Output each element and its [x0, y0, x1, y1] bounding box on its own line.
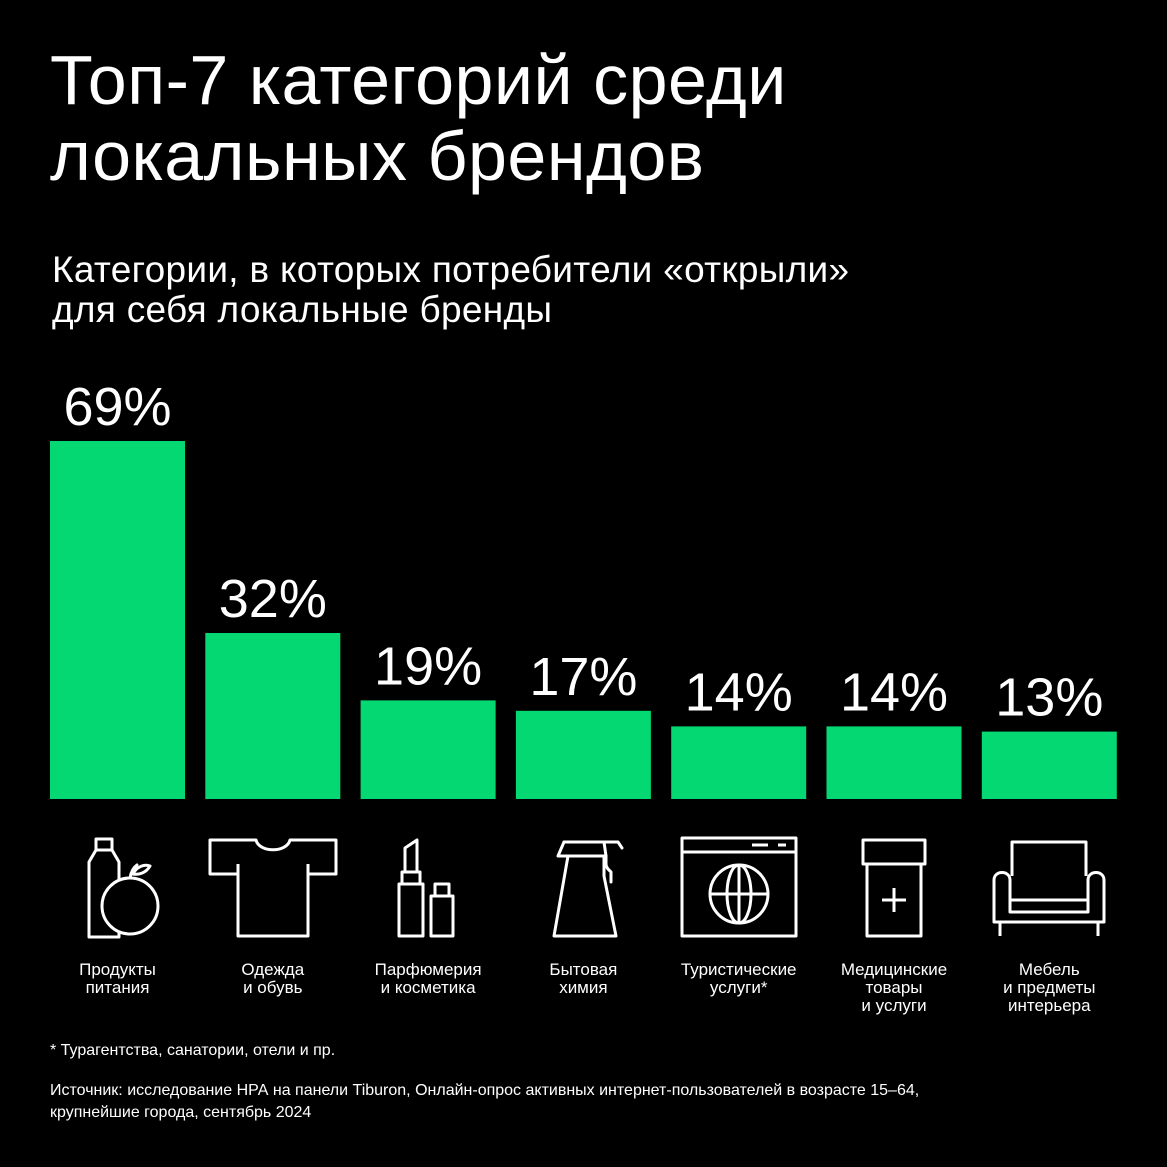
category-label-line: питания [85, 978, 150, 997]
category-label-7: Мебель и предметы интерьера [971, 961, 1127, 1015]
category-label-line: Мебель [1018, 960, 1080, 979]
category-label-line: интерьера [1007, 996, 1091, 1015]
category-label-line: Парфюмерия [374, 960, 482, 979]
category-label-line: Одежда [241, 960, 305, 979]
category-label-line: и услуги [861, 996, 927, 1015]
value-label-4: 17% [529, 647, 637, 707]
category-label-line: Продукты [79, 960, 156, 979]
spray-bottle-icon [518, 836, 648, 940]
armchair-icon [984, 836, 1114, 940]
bar-5 [671, 726, 807, 799]
category-label-line: и косметика [380, 978, 476, 997]
value-label-7: 13% [995, 668, 1103, 728]
value-label-2: 32% [219, 569, 327, 629]
source-line-1: Источник: исследование НРА на панели Tib… [50, 1082, 920, 1099]
footnote: * Турагентства, санатории, отели и пр. [50, 1042, 336, 1059]
category-label-line: Медицинские [840, 960, 948, 979]
bar-7 [981, 731, 1117, 799]
category-label-3: Парфюмерия и косметика [350, 961, 506, 997]
subtitle-line-2: для себя локальные бренды [52, 289, 553, 330]
bar-1 [50, 441, 185, 799]
value-label-3: 19% [374, 636, 482, 696]
category-label-line: товары [865, 978, 923, 997]
category-label-line: и обувь [243, 978, 303, 997]
title-line-2: локальных брендов [50, 117, 705, 195]
category-label-line: Бытовая [549, 960, 618, 979]
bar-6 [826, 726, 962, 799]
medicine-icon [829, 836, 959, 940]
category-label-line: услуги* [709, 978, 768, 997]
value-label-5: 14% [685, 662, 793, 722]
subtitle-line-1: Категории, в которых потребители «открыл… [52, 249, 850, 290]
category-label-5: Туристические услуги* [661, 961, 817, 997]
category-label-line: химия [559, 978, 608, 997]
bar-4 [515, 710, 651, 799]
tshirt-icon [208, 836, 338, 940]
category-label-line: Туристические [680, 960, 797, 979]
category-label-line: и предметы [1003, 978, 1096, 997]
page-title: Топ-7 категорий среди локальных брендов [50, 42, 1130, 194]
travel-globe-icon [674, 836, 804, 940]
source-note: Источник: исследование НРА на панели Tib… [50, 1080, 1130, 1124]
category-label-6: Медицинские товары и услуги [816, 961, 972, 1015]
page-subtitle: Категории, в которых потребители «открыл… [52, 250, 1132, 330]
value-label-1: 69% [63, 377, 171, 437]
category-label-1: Продукты питания [40, 961, 196, 997]
category-label-2: Одежда и обувь [195, 961, 351, 997]
value-label-6: 14% [840, 662, 948, 722]
lipstick-icon [363, 836, 493, 940]
category-label-4: Бытовая химия [505, 961, 661, 997]
bar-2 [205, 633, 341, 799]
source-line-2: крупнейшие города, сентябрь 2024 [50, 1104, 312, 1121]
grocery-icon [53, 836, 183, 940]
bar-3 [360, 700, 496, 799]
title-line-1: Топ-7 категорий среди [50, 41, 787, 119]
